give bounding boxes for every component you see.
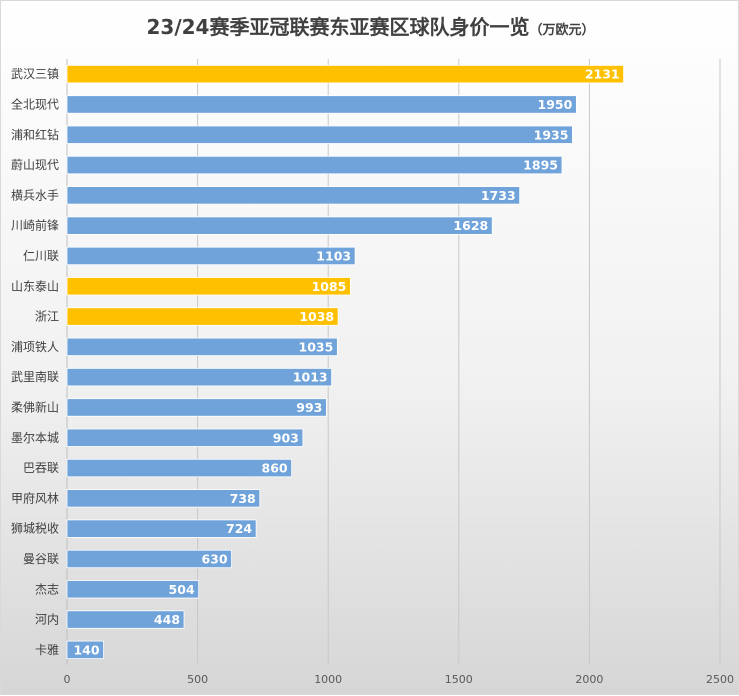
bar [66, 216, 493, 235]
category-label: 蔚山现代 [11, 158, 59, 172]
category-label: 卡雅 [35, 642, 59, 657]
bar [66, 246, 356, 266]
data-label: 1895 [523, 158, 558, 173]
data-label: 993 [296, 400, 322, 415]
bar [66, 580, 200, 599]
data-label: 630 [201, 551, 227, 566]
category-label: 巴吞联 [23, 461, 59, 475]
category-label: 浙江 [35, 310, 59, 324]
bar [66, 125, 573, 144]
bar [66, 337, 338, 357]
data-label: 1950 [538, 97, 573, 112]
data-label: 738 [230, 491, 256, 506]
x-tick-label: 1500 [445, 673, 473, 686]
category-label: 甲府风林 [11, 490, 59, 505]
bar [66, 640, 104, 659]
bars [66, 65, 625, 659]
data-label: 1085 [312, 279, 347, 294]
bar [66, 155, 563, 175]
chart-subtitle-unit: （万欧元） [529, 22, 594, 38]
x-tick-label: 2000 [575, 673, 603, 686]
data-label: 2131 [585, 67, 620, 82]
bar [66, 367, 332, 387]
labels: 0 500 1000 1500 2000 2500 武汉三镇 2131 全北现代 1950 浦和红钻… [11, 67, 734, 686]
category-label: 浦项铁人 [11, 340, 59, 354]
category-label: 杰志 [35, 582, 59, 596]
bar [66, 458, 293, 478]
x-tick-label: 0 [64, 673, 71, 686]
gridlines [197, 59, 721, 665]
bar [66, 519, 257, 538]
chart-title-group: 23/24赛季亚冠联赛东亚赛区球队身价一览 （万欧元） [147, 15, 595, 39]
data-label: 1013 [293, 370, 328, 385]
category-label: 柔佛新山 [11, 399, 59, 414]
category-label: 横兵水手 [11, 188, 59, 202]
data-label: 1628 [453, 218, 488, 233]
category-label: 墨尔本城 [11, 430, 59, 445]
category-label: 狮城税收 [11, 522, 59, 536]
x-tick-label: 2500 [706, 673, 734, 686]
data-label: 448 [154, 612, 180, 627]
data-label: 903 [273, 430, 299, 445]
data-label: 504 [169, 582, 195, 597]
category-label: 武汉三镇 [11, 67, 59, 81]
bar [66, 186, 521, 205]
bar [66, 489, 261, 508]
data-label: 1733 [481, 188, 516, 203]
x-tick-label: 1000 [314, 673, 342, 686]
category-label: 浦和红钻 [11, 127, 59, 142]
data-label: 1035 [299, 339, 334, 354]
data-label: 1103 [316, 248, 351, 263]
x-tick-label: 500 [187, 673, 208, 686]
category-label: 全北现代 [11, 96, 59, 111]
data-label: 140 [73, 642, 99, 657]
category-label: 仁川联 [23, 249, 59, 263]
data-label: 724 [226, 521, 252, 536]
bar [66, 549, 232, 569]
bar [66, 428, 304, 447]
bar-highlighted [66, 277, 351, 296]
data-label: 1038 [299, 309, 334, 324]
bar-highlighted [66, 65, 625, 84]
bar [66, 610, 185, 629]
bar [66, 95, 577, 114]
category-label: 川崎前锋 [11, 218, 59, 233]
bar [66, 398, 327, 417]
category-label: 山东泰山 [11, 279, 59, 293]
category-label: 曼谷联 [23, 552, 59, 566]
chart-title: 23/24赛季亚冠联赛东亚赛区球队身价一览 [147, 15, 530, 39]
bar-highlighted [66, 307, 339, 326]
category-label: 河内 [35, 613, 59, 627]
category-label: 武里南联 [11, 369, 59, 384]
data-label: 860 [262, 461, 288, 476]
data-label: 1935 [534, 127, 569, 142]
